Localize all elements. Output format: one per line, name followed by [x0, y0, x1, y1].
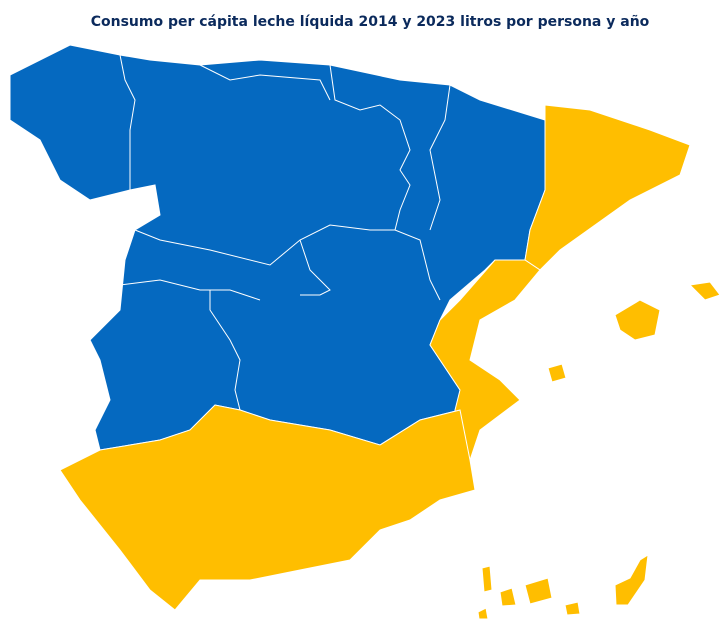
island	[548, 364, 566, 382]
regions	[10, 45, 720, 619]
island	[525, 578, 552, 604]
island	[478, 608, 488, 619]
map-title: Consumo per cápita leche líquida 2014 y …	[91, 14, 650, 30]
page: Consumo per cápita leche líquida 2014 y …	[0, 0, 723, 619]
island	[500, 588, 516, 606]
island	[565, 602, 580, 615]
island	[690, 282, 720, 300]
island	[615, 300, 660, 340]
island	[615, 555, 648, 605]
map: Consumo per cápita leche líquida 2014 y …	[0, 0, 723, 619]
island	[482, 566, 492, 592]
region	[525, 105, 690, 270]
